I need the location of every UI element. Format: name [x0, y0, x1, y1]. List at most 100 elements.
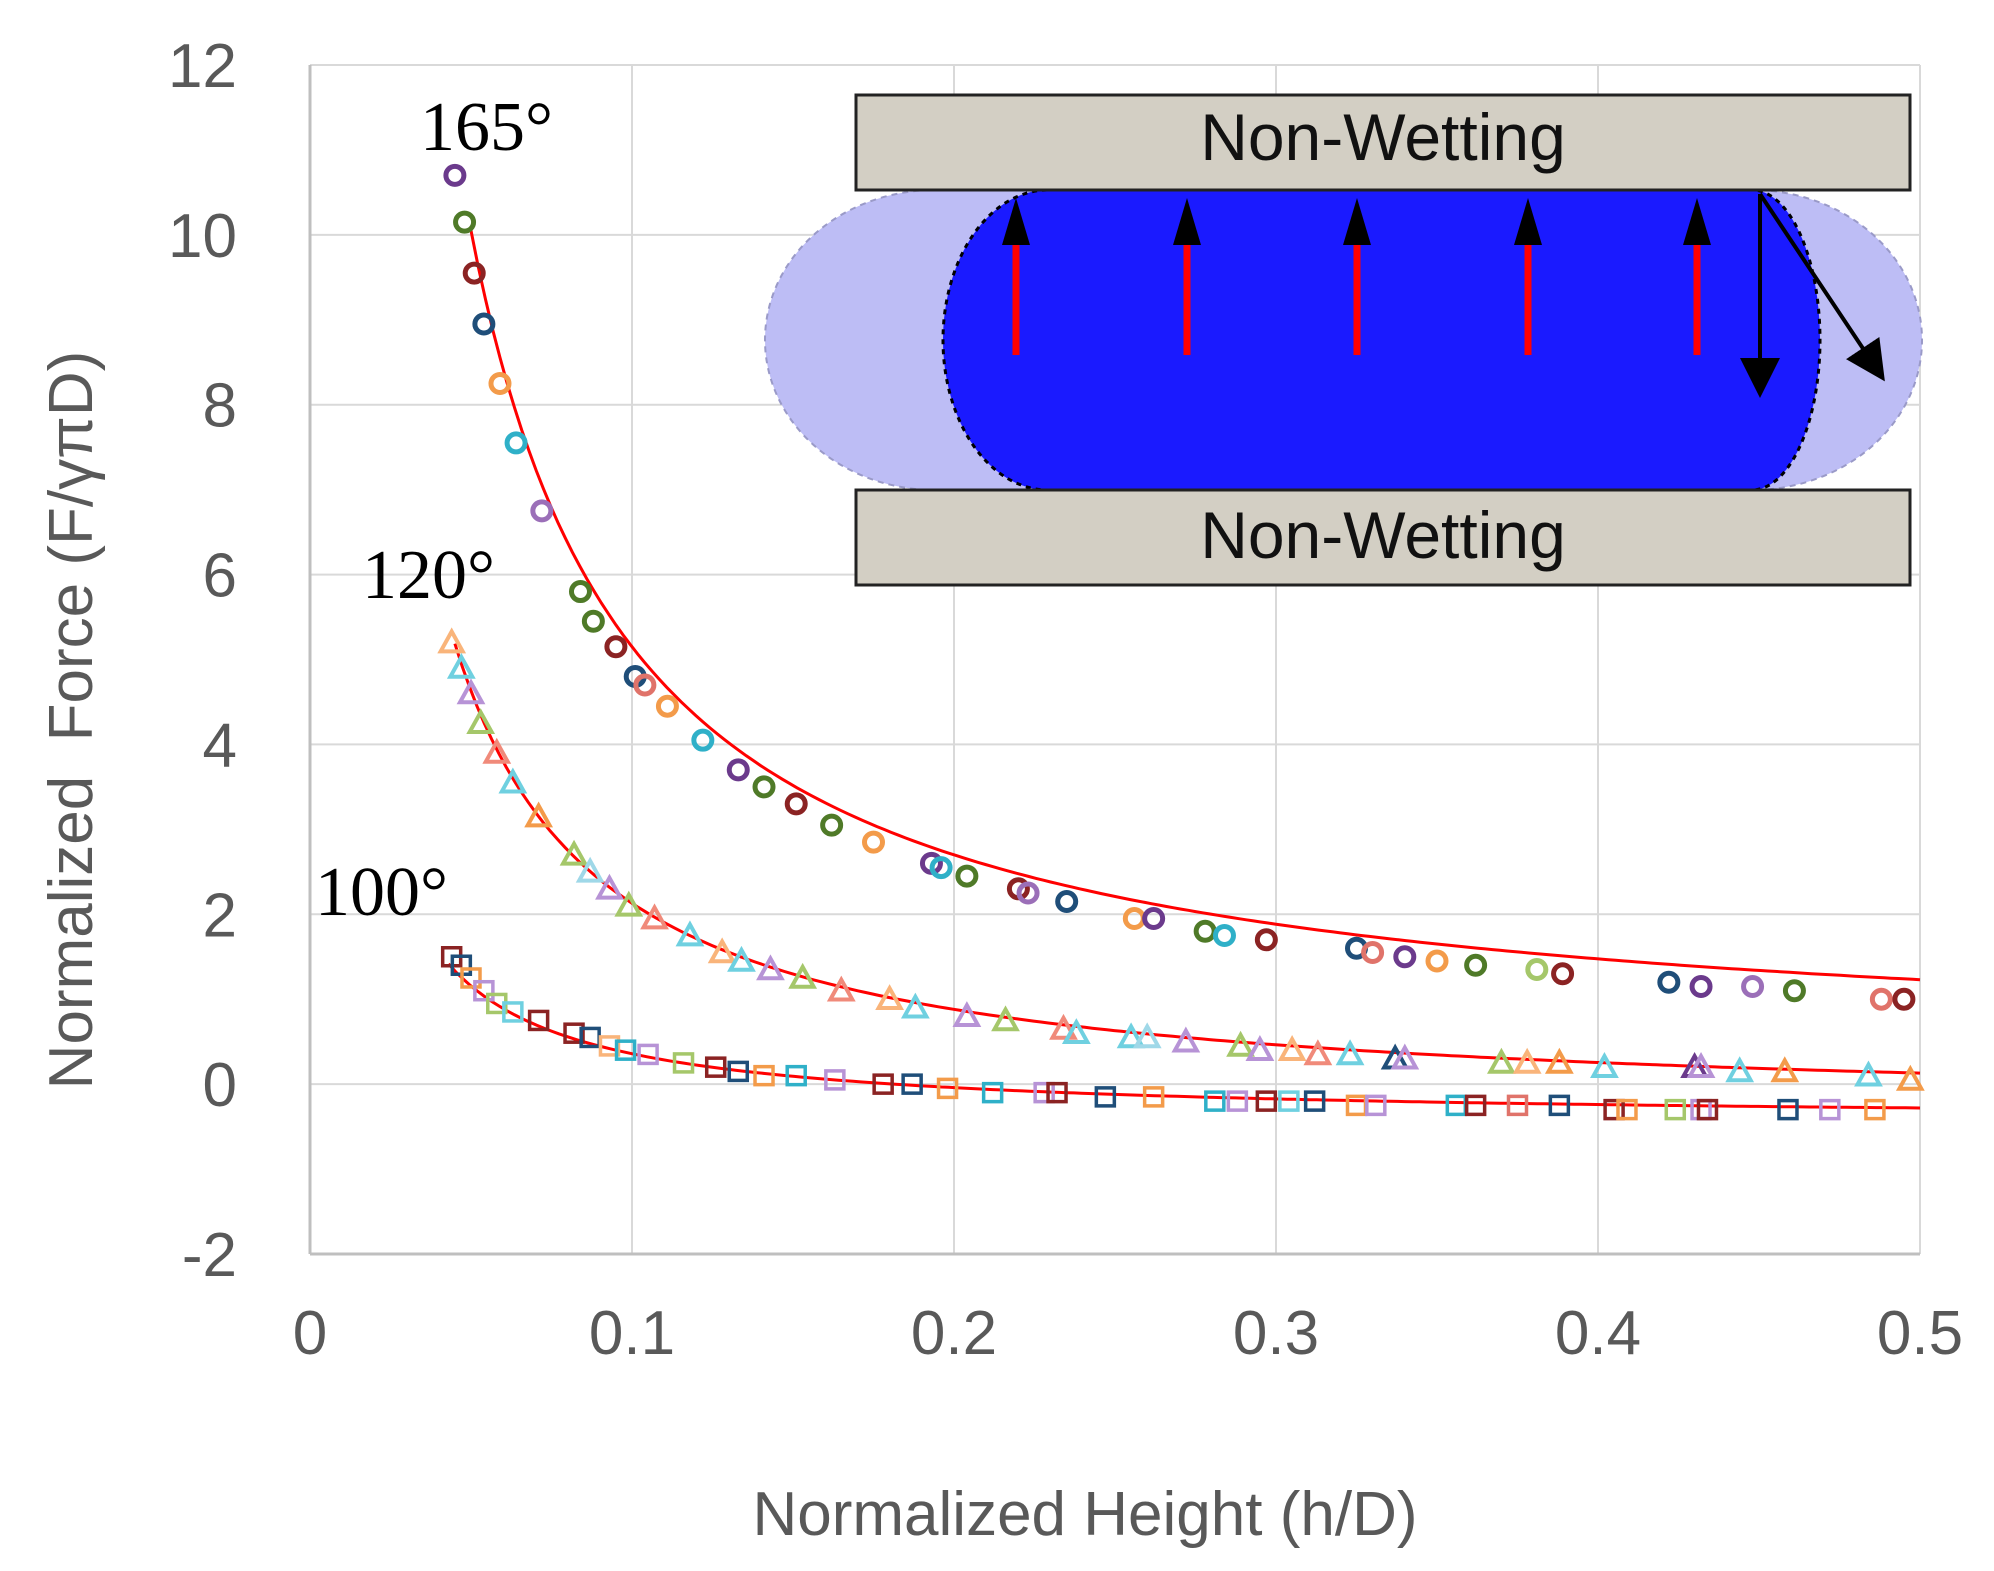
data-point-circle	[1122, 907, 1146, 931]
data-point-triangle	[524, 801, 554, 828]
top-plate	[854, 93, 1912, 192]
bottom-plate	[854, 488, 1912, 587]
data-point-square	[936, 1077, 959, 1100]
x-tick-labels: 0 0.1 0.2 0.3 0.4 0.5	[293, 1299, 1963, 1368]
data-point-square	[1464, 1094, 1487, 1117]
droplet	[941, 188, 1822, 492]
data-point-circle	[443, 163, 467, 187]
data-point-circle	[1212, 924, 1236, 948]
data-point-triangle	[1725, 1056, 1755, 1083]
data-point-circle	[862, 830, 885, 854]
data-point-square	[1303, 1090, 1326, 1112]
y-tick-label: 12	[168, 32, 237, 101]
data-point-square	[1864, 1098, 1886, 1121]
data-point-triangle	[1590, 1052, 1619, 1078]
data-point-square	[1696, 1098, 1719, 1121]
y-tick-label: 10	[168, 202, 237, 271]
data-point-square	[637, 1043, 659, 1066]
data-point-square	[473, 979, 495, 1002]
tension-arrows	[1740, 192, 1885, 398]
data-point-triangle	[788, 962, 818, 989]
series-square	[440, 946, 1886, 1121]
data-point-triangle	[952, 1001, 982, 1027]
data-point-triangle	[498, 767, 528, 794]
y-tick-labels: -2 0 2 4 6 8 10 12	[168, 32, 237, 1290]
series-circle	[443, 163, 1916, 1011]
pressure-arrow-head	[1173, 198, 1201, 245]
data-point-triangle	[1171, 1026, 1201, 1053]
data-point-circle	[453, 210, 477, 234]
data-point-square	[1094, 1086, 1117, 1108]
data-point-triangle	[1512, 1047, 1542, 1074]
data-point-circle	[1689, 974, 1713, 998]
top-plate-label: Non-Wetting	[1200, 100, 1566, 174]
data-point-triangle	[900, 992, 930, 1019]
data-point-circle	[929, 856, 953, 880]
data-point-triangle	[1245, 1035, 1275, 1061]
data-point-triangle	[466, 708, 496, 734]
data-point-square	[901, 1073, 923, 1095]
x-tick-label: 0.5	[1877, 1299, 1963, 1368]
data-point-triangle	[1390, 1043, 1420, 1070]
data-point-square	[1255, 1090, 1278, 1112]
angle-label-165: 165°	[420, 89, 553, 166]
y-tick-label: 2	[203, 881, 237, 950]
data-point-circle	[691, 728, 715, 752]
data-point-square	[460, 967, 482, 989]
angle-label-120: 120°	[362, 537, 495, 614]
tension-arrow-diagonal	[1758, 192, 1885, 382]
data-point-square	[614, 1039, 637, 1061]
data-point-square	[824, 1069, 846, 1091]
data-point-square	[1142, 1086, 1165, 1108]
y-tick-label: 0	[203, 1051, 237, 1120]
data-point-triangle	[1895, 1064, 1925, 1091]
data-point-triangle	[826, 975, 856, 1002]
data-point-square	[1603, 1098, 1625, 1121]
data-point-circle	[488, 371, 512, 395]
data-point-triangle	[1303, 1039, 1333, 1066]
data-points	[437, 163, 1925, 1121]
data-point-square	[598, 1035, 621, 1057]
pressure-arrow-head	[1683, 198, 1711, 245]
data-point-square	[1690, 1098, 1712, 1121]
data-point-circle	[472, 312, 496, 336]
data-point-triangle	[1116, 1022, 1146, 1049]
data-point-circle	[655, 694, 679, 718]
data-point-circle	[1361, 941, 1385, 965]
data-point-square	[753, 1064, 775, 1087]
data-point-circle	[1254, 928, 1278, 952]
data-point-triangle	[1061, 1018, 1091, 1044]
data-point-square	[1616, 1098, 1638, 1121]
data-point-triangle	[1226, 1030, 1255, 1057]
fit-curve	[469, 230, 1921, 982]
data-point-triangle	[482, 737, 512, 764]
data-point-triangle	[1335, 1039, 1365, 1066]
x-tick-label: 0.4	[1555, 1299, 1641, 1368]
data-point-square	[1365, 1094, 1387, 1117]
data-point-triangle	[727, 945, 756, 972]
data-point-circle	[1425, 949, 1449, 973]
data-point-circle	[820, 813, 844, 837]
data-point-circle	[1464, 953, 1488, 977]
y-tick-label: 4	[203, 711, 237, 780]
data-point-square	[785, 1064, 807, 1087]
x-tick-label: 0.1	[589, 1299, 675, 1368]
data-point-triangle	[991, 1005, 1020, 1032]
pressure-arrows	[1002, 198, 1711, 355]
bottom-plate-label: Non-Wetting	[1200, 498, 1566, 572]
data-point-square	[527, 1009, 550, 1032]
data-point-triangle	[575, 856, 605, 883]
data-point-circle	[1193, 919, 1217, 943]
data-point-circle	[1393, 945, 1417, 969]
data-point-triangle	[675, 920, 705, 947]
data-point-circle	[504, 431, 528, 455]
data-point-circle	[752, 775, 776, 799]
y-tick-label: -2	[182, 1221, 237, 1290]
data-point-circle	[1142, 907, 1166, 931]
data-point-circle	[1892, 987, 1916, 1011]
data-point-circle	[726, 758, 750, 782]
data-point-circle	[1869, 987, 1893, 1011]
x-tick-label: 0	[293, 1299, 327, 1368]
data-point-square	[1278, 1090, 1300, 1112]
